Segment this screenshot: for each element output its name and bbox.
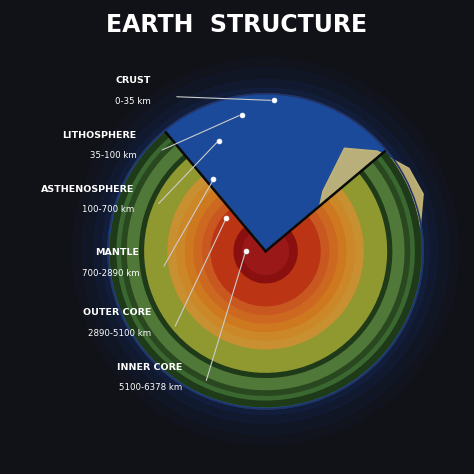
Polygon shape [202,274,260,369]
Wedge shape [211,210,320,306]
Wedge shape [234,227,297,283]
Wedge shape [122,141,410,395]
Text: 2890-5100 km: 2890-5100 km [88,328,151,337]
Circle shape [108,94,423,409]
Text: 100-700 km: 100-700 km [82,206,134,215]
Text: 5100-6378 km: 5100-6378 km [119,383,182,392]
Wedge shape [202,203,328,314]
Wedge shape [140,155,392,377]
Wedge shape [185,190,346,331]
Polygon shape [306,148,423,337]
Text: 35-100 km: 35-100 km [90,151,137,160]
Wedge shape [140,155,391,377]
Text: LITHOSPHERE: LITHOSPHERE [63,131,137,140]
Text: INNER CORE: INNER CORE [117,363,182,372]
Wedge shape [110,132,421,407]
Wedge shape [194,196,337,323]
Wedge shape [177,183,355,340]
Wedge shape [211,210,320,306]
Wedge shape [122,142,409,394]
Circle shape [102,88,429,415]
Wedge shape [243,234,289,274]
Text: ASTHENOSPHERE: ASTHENOSPHERE [40,185,134,194]
Text: 700-2890 km: 700-2890 km [82,268,140,277]
Wedge shape [234,227,297,283]
Text: 0-35 km: 0-35 km [115,97,151,106]
Wedge shape [168,177,363,349]
Circle shape [73,58,459,445]
Text: CRUST: CRUST [116,76,151,85]
Circle shape [82,68,449,435]
Wedge shape [168,177,363,349]
Wedge shape [110,132,421,407]
Text: EARTH  STRUCTURE: EARTH STRUCTURE [107,13,367,37]
Text: OUTER CORE: OUTER CORE [82,308,151,317]
Circle shape [94,80,438,423]
Text: MANTLE: MANTLE [96,248,140,257]
